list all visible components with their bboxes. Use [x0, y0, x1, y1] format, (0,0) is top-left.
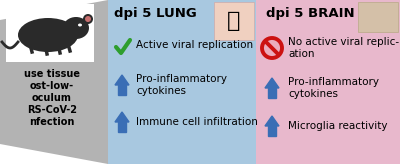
- Text: Pro-inflammatory
cytokines: Pro-inflammatory cytokines: [136, 74, 227, 96]
- Text: No active viral replic-
ation: No active viral replic- ation: [288, 37, 399, 59]
- Polygon shape: [0, 0, 108, 164]
- Polygon shape: [268, 126, 276, 136]
- FancyBboxPatch shape: [108, 0, 256, 164]
- Ellipse shape: [85, 16, 91, 22]
- Text: use tissue: use tissue: [24, 69, 80, 79]
- Text: RS-CoV-2: RS-CoV-2: [27, 105, 77, 115]
- Polygon shape: [115, 112, 129, 122]
- Ellipse shape: [63, 17, 89, 39]
- FancyBboxPatch shape: [358, 2, 398, 32]
- FancyBboxPatch shape: [256, 0, 400, 164]
- Ellipse shape: [83, 14, 93, 24]
- Text: Active viral replication: Active viral replication: [136, 40, 253, 50]
- Text: nfection: nfection: [29, 117, 75, 127]
- Circle shape: [262, 38, 282, 58]
- Text: Pro-inflammatory
cytokines: Pro-inflammatory cytokines: [288, 77, 379, 99]
- Text: 🫁: 🫁: [227, 11, 241, 31]
- Ellipse shape: [18, 18, 78, 52]
- Text: dpi 5 BRAIN: dpi 5 BRAIN: [266, 7, 355, 20]
- Polygon shape: [265, 116, 279, 126]
- Polygon shape: [265, 78, 279, 88]
- Polygon shape: [118, 122, 126, 132]
- Text: oculum: oculum: [32, 93, 72, 103]
- Polygon shape: [115, 75, 129, 85]
- Polygon shape: [268, 88, 276, 98]
- Text: dpi 5 LUNG: dpi 5 LUNG: [114, 7, 197, 20]
- Text: Microglia reactivity: Microglia reactivity: [288, 121, 388, 131]
- Polygon shape: [118, 85, 126, 95]
- FancyBboxPatch shape: [214, 2, 254, 40]
- Ellipse shape: [78, 23, 82, 27]
- Text: ost-low-: ost-low-: [30, 81, 74, 91]
- Text: Immune cell infiltration: Immune cell infiltration: [136, 117, 258, 127]
- FancyBboxPatch shape: [6, 4, 94, 62]
